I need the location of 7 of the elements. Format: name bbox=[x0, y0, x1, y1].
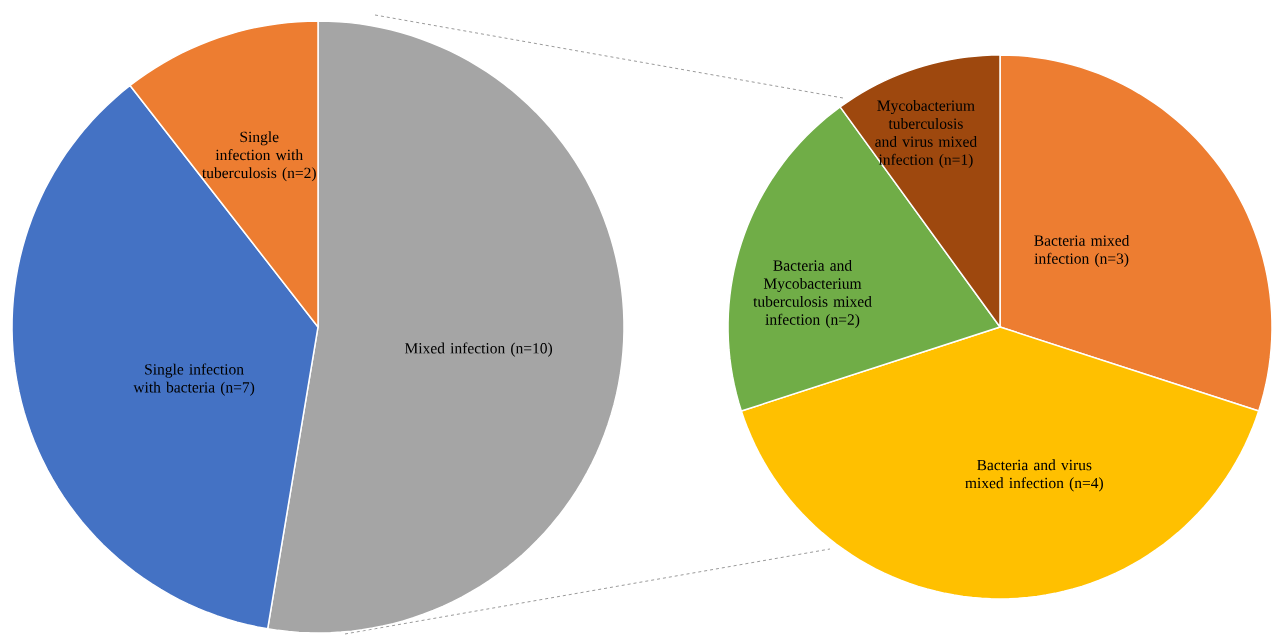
slice-label: Bacteria mixed infection (n=3) bbox=[1034, 234, 1130, 267]
slice-label: Bacteria and virus mixed infection (n=4) bbox=[965, 459, 1103, 492]
slice-label: Mixed infection (n=10) bbox=[404, 342, 553, 357]
slice-label: Single infection with tuberculosis (n=2) bbox=[202, 131, 316, 182]
slice-label: Single infection with bacteria (n=7) bbox=[133, 363, 255, 396]
slice-label: Mycobacterium tuberculosis and virus mixed infection (n=1) bbox=[875, 99, 977, 169]
slice-label: Bacteria and Mycobacterium tuberculosis mixed infection (n=2) bbox=[753, 259, 872, 328]
